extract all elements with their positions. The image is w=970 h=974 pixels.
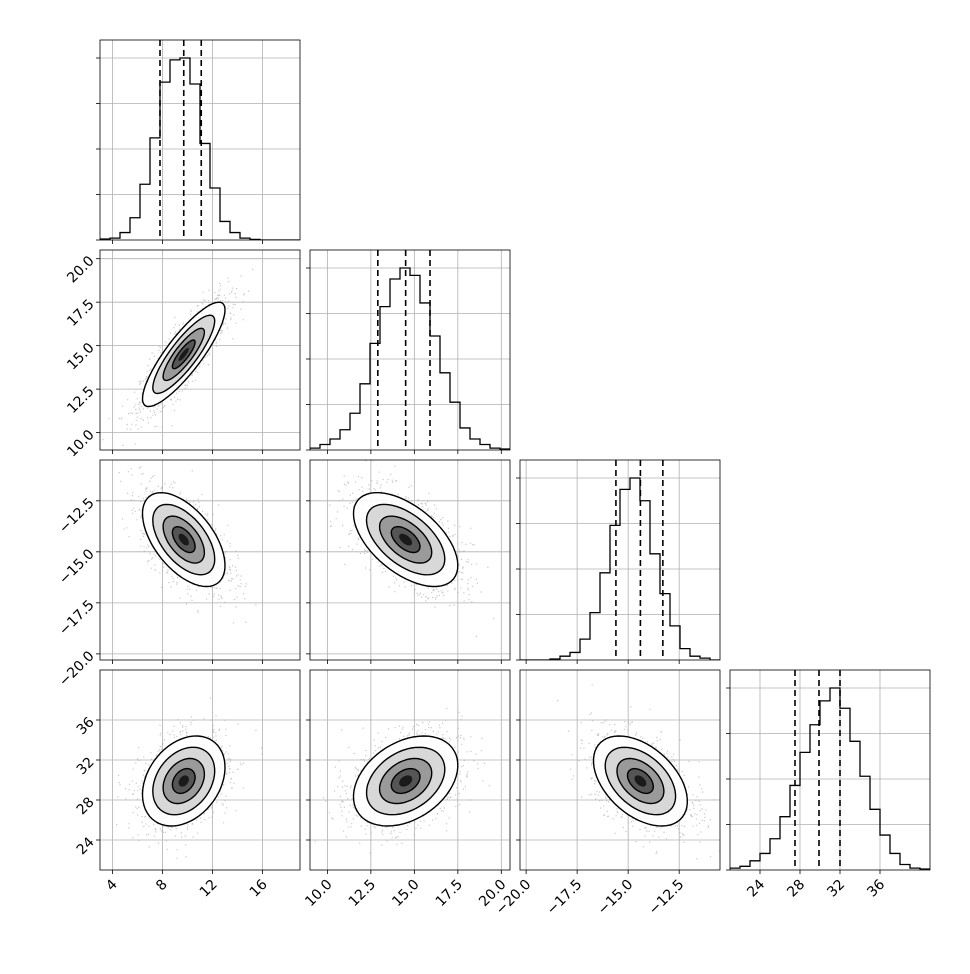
panel-content — [102, 268, 254, 446]
x-tick-label: 16 — [247, 877, 271, 901]
panel-frame — [519, 669, 721, 871]
y-tick-label: −20.0 — [56, 648, 98, 690]
x-tick-label: 17.5 — [433, 877, 466, 910]
histogram-step — [310, 267, 510, 450]
y-tick-label: 36 — [74, 714, 98, 738]
x-tick-label: 12 — [197, 877, 221, 901]
density-contour — [634, 775, 647, 787]
y-tick-label: 28 — [74, 794, 98, 818]
panel-1-1 — [306, 249, 511, 454]
panel-content — [520, 460, 720, 660]
panel-content — [100, 40, 300, 240]
x-tick-label: 15.0 — [389, 877, 422, 910]
histogram-step — [520, 477, 720, 660]
x-tick-label: −12.5 — [646, 877, 688, 919]
histogram-step — [100, 57, 300, 240]
panel-content — [310, 250, 510, 450]
x-tick-label: 8 — [153, 877, 171, 895]
x-tick-label: 28 — [784, 877, 808, 901]
panel-frame — [309, 669, 511, 871]
y-tick-label: −17.5 — [56, 597, 98, 639]
y-tick-label: −15.0 — [56, 546, 98, 588]
panel-content — [329, 460, 495, 638]
panel-content — [730, 670, 930, 870]
x-tick-label: 10.0 — [302, 877, 335, 910]
x-tick-label: 12.5 — [346, 877, 379, 910]
x-tick-label: 32 — [824, 877, 848, 901]
panel-frame — [99, 249, 301, 451]
y-tick-label: 17.5 — [64, 297, 97, 330]
panel-1-0: 10.0 12.5 15.0 17.5 20.0 — [64, 249, 301, 460]
panel-frame — [519, 459, 721, 661]
y-tick-label: 10.0 — [64, 427, 97, 460]
density-contour — [399, 533, 413, 546]
panel-3-2: −20.0 −17.5 −15.0 −12.5 — [493, 669, 721, 919]
panel-frame — [309, 459, 511, 661]
panel-content — [314, 670, 490, 854]
x-tick-label: −17.5 — [544, 877, 586, 919]
panel-frame — [729, 669, 931, 871]
panel-2-0: −20.0 −17.5 −15.0 −12.5 — [56, 459, 301, 690]
y-tick-label: 15.0 — [64, 340, 97, 373]
y-tick-label: 12.5 — [64, 383, 97, 416]
y-tick-label: 24 — [74, 834, 98, 858]
density-contour — [178, 775, 189, 787]
x-tick-label: 36 — [864, 877, 888, 901]
panel-content — [557, 684, 720, 860]
panel-3-0: 4 8 12 16 24 28 32 36 — [74, 669, 301, 901]
x-tick-label: −15.0 — [595, 877, 637, 919]
density-contour — [399, 775, 413, 787]
panel-frame — [309, 249, 511, 451]
histogram-step — [730, 687, 930, 870]
panel-content — [116, 697, 263, 859]
y-tick-label: 20.0 — [64, 253, 97, 286]
panel-2-2 — [516, 459, 721, 664]
panel-0-0 — [96, 39, 301, 244]
panel-content — [111, 466, 257, 624]
panel-2-1 — [306, 459, 511, 664]
y-tick-label: 32 — [74, 754, 98, 778]
panel-frame — [99, 459, 301, 661]
y-tick-label: −12.5 — [56, 495, 98, 537]
panel-3-1: 10.0 12.5 15.0 17.5 20.0 — [302, 669, 511, 910]
panel-frame — [99, 669, 301, 871]
density-contour — [178, 533, 189, 546]
density-contour — [178, 347, 189, 361]
panel-frame — [99, 39, 301, 241]
panel-3-3: 24 28 32 36 — [726, 669, 931, 901]
x-tick-label: 24 — [744, 877, 768, 901]
x-tick-label: 4 — [103, 877, 121, 895]
